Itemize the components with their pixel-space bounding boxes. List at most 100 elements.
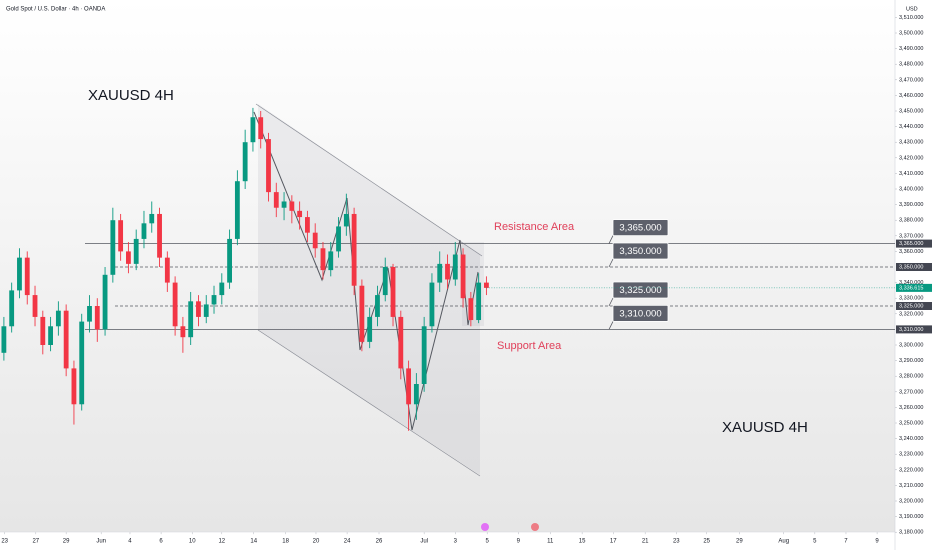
x-tick-label: 9 <box>875 539 879 545</box>
candle-body <box>172 282 178 327</box>
candle-body <box>468 298 474 321</box>
x-tick-label: 29 <box>736 539 743 545</box>
candle-body <box>413 384 419 405</box>
x-tick-label: 7 <box>844 539 848 545</box>
candles: 3,336.615 <box>1 107 932 431</box>
y-tick-label: 3,410.000 <box>899 171 923 177</box>
y-tick-label: 3,380.000 <box>899 218 923 224</box>
candle-body <box>297 210 303 218</box>
candle-body <box>390 267 396 317</box>
x-tick-label: 5 <box>813 539 817 545</box>
y-tick-label: 3,450.000 <box>899 108 923 114</box>
axis-level-box <box>896 263 932 271</box>
axis-level-box <box>896 325 932 334</box>
event-icon[interactable] <box>481 523 489 531</box>
y-tick-label: 3,390.000 <box>899 202 923 208</box>
level-label: 3,310.000 <box>619 308 661 319</box>
candle-body <box>9 290 15 327</box>
candle-body <box>164 257 170 283</box>
candle-body <box>382 267 388 296</box>
y-tick-label: 3,200.000 <box>899 498 923 504</box>
price-axis-panel <box>895 0 932 550</box>
x-tick-label: 24 <box>344 539 351 545</box>
y-tick-label: 3,190.000 <box>899 514 923 520</box>
x-tick-label: 14 <box>250 539 257 545</box>
candle-body <box>219 282 225 296</box>
event-icon[interactable] <box>531 523 539 531</box>
y-tick-label: 3,500.000 <box>899 30 923 36</box>
candle-body <box>367 316 373 342</box>
y-tick-label: 3,360.000 <box>899 249 923 255</box>
candle-body <box>273 192 279 208</box>
symbol-title: Gold Spot / U.S. Dollar · 4h · OANDA <box>6 7 105 13</box>
x-tick-label: 9 <box>517 539 521 545</box>
axis-level-label: 3,325.000 <box>899 303 923 309</box>
candle-body <box>211 295 217 305</box>
y-tick-label: 3,320.000 <box>899 311 923 317</box>
x-tick-label: 23 <box>673 539 680 545</box>
x-tick-label: Jun <box>96 539 106 545</box>
levels: 3,365.000 3,365.000 3,350.000 3,350.000 3,32… <box>85 219 932 334</box>
candle-body <box>429 282 435 327</box>
y-tick-label: 3,280.000 <box>899 374 923 380</box>
last-price-box <box>896 283 932 292</box>
candle-body <box>305 217 310 233</box>
candle-body <box>250 117 256 143</box>
annotation: Support Area <box>497 340 562 352</box>
level-pointer <box>608 258 614 268</box>
level-label: 3,350.000 <box>619 246 661 257</box>
level-label: 3,365.000 <box>619 223 661 234</box>
candle-body <box>351 213 357 286</box>
candle-body <box>48 326 53 345</box>
axis-level-label: 3,350.000 <box>899 264 923 270</box>
annotation: XAUUSD 4H <box>722 419 808 436</box>
candle-body <box>196 301 201 317</box>
y-tick-label: 3,230.000 <box>899 452 923 458</box>
candle-body <box>266 139 271 193</box>
candle-body <box>94 306 100 330</box>
level-label: 3,325.000 <box>619 285 661 296</box>
x-tick-label: 10 <box>189 539 196 545</box>
y-tick-label: 3,270.000 <box>899 389 923 395</box>
candle-body <box>141 223 147 239</box>
candle-body <box>17 257 22 291</box>
x-tick-label: 12 <box>218 539 225 545</box>
x-tick-label: Jul <box>420 539 428 545</box>
candle-body <box>328 251 334 271</box>
annotation: Resistance Area <box>494 221 575 233</box>
y-tick-label: 3,330.000 <box>899 296 923 302</box>
y-tick-label: 3,480.000 <box>899 62 923 68</box>
candle-body <box>188 301 194 338</box>
y-tick-label: 3,340.000 <box>899 280 923 286</box>
candle-body <box>281 201 287 208</box>
x-tick-label: 15 <box>579 539 586 545</box>
candle-body <box>55 310 61 327</box>
candle-body <box>234 181 240 239</box>
candle-body <box>1 326 7 353</box>
y-tick-label: 3,300.000 <box>899 342 923 348</box>
candle-body <box>398 316 404 369</box>
level-box <box>612 242 669 260</box>
channel-line <box>257 329 481 477</box>
annotation: XAUUSD 4H <box>88 87 174 104</box>
x-tick-label: 18 <box>282 539 289 545</box>
axis-level-label: 3,365.000 <box>899 241 923 247</box>
candle-body <box>359 285 365 342</box>
x-tick-label: 27 <box>32 539 39 545</box>
y-tick-label: 3,420.000 <box>899 155 923 161</box>
y-tick-label: 3,240.000 <box>899 436 923 442</box>
x-tick-label: 20 <box>313 539 320 545</box>
candle-body <box>406 368 411 405</box>
candle-body <box>118 220 124 252</box>
x-tick-label: Aug <box>778 539 789 545</box>
candle-body <box>452 254 458 280</box>
candle-body <box>460 254 466 299</box>
candle-body <box>24 257 30 296</box>
y-tick-label: 3,220.000 <box>899 467 923 473</box>
candle-body <box>32 295 38 317</box>
y-tick-label: 3,460.000 <box>899 93 923 99</box>
level-box <box>612 304 669 322</box>
candle-body <box>102 274 108 330</box>
axis-level-box <box>896 302 932 310</box>
